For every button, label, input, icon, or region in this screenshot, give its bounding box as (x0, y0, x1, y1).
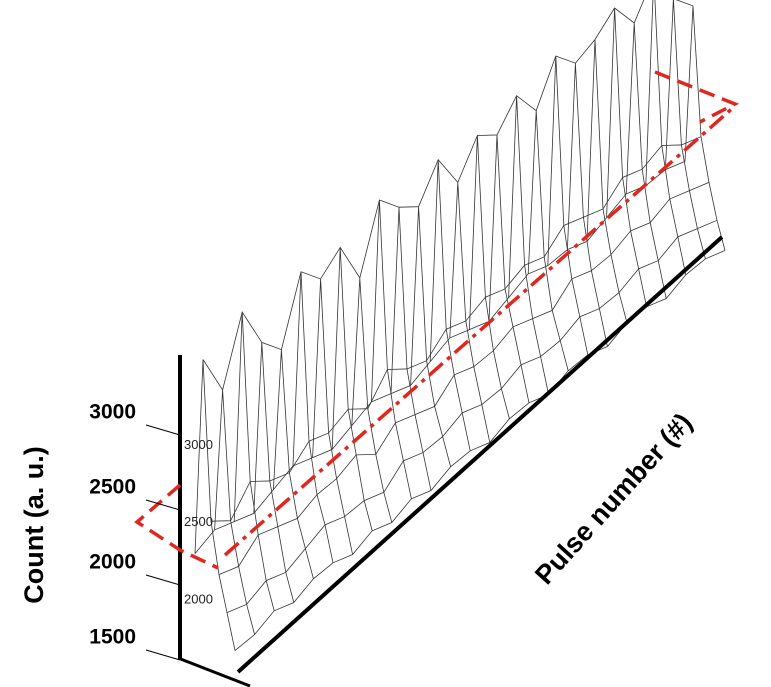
dash-dot-line (223, 104, 737, 557)
pulse-line (194, 160, 686, 554)
profile-line (488, 134, 530, 403)
profile-line (351, 277, 393, 523)
z-tick-label: 2000 (184, 591, 213, 606)
profile-line (449, 182, 491, 443)
profile-line (567, 63, 608, 347)
profile-line (233, 311, 275, 611)
profile-line (625, 22, 667, 299)
profile-line (429, 159, 471, 451)
profile-line (331, 247, 373, 531)
profile-line (214, 389, 255, 635)
pulse-line (202, 0, 694, 391)
depth-axis (177, 656, 251, 687)
pulse-line (210, 136, 702, 522)
profile-line (606, 7, 647, 307)
profile-line (665, 0, 706, 259)
profile-line (312, 278, 353, 555)
tick-leader (145, 424, 181, 436)
profile-line (194, 359, 236, 651)
profile-line (547, 55, 589, 355)
profile-line (684, 5, 726, 251)
tick-leader (145, 649, 181, 661)
dashed-wedge-right (654, 70, 740, 124)
profile-line (292, 271, 334, 563)
profile-line (390, 207, 432, 491)
surface (194, 0, 726, 651)
pulse-line (226, 219, 718, 613)
z-tick-label: 2500 (184, 514, 213, 529)
y-tick-label: 2000 (89, 551, 136, 574)
profile-line (371, 199, 412, 499)
profile-line (645, 0, 687, 275)
y-tick-label: 2500 (89, 476, 136, 499)
pulse-line (218, 181, 710, 576)
y-tick-label: 1500 (89, 626, 136, 649)
profile-line (586, 39, 628, 323)
pulse-axis (236, 235, 724, 674)
profile-line (527, 110, 569, 371)
x-axis-label: Pulse number (#) (529, 407, 698, 590)
profile-line (508, 95, 549, 395)
tick-leader (145, 574, 181, 586)
profile-line (253, 342, 295, 603)
tick-leader (145, 499, 181, 511)
y-tick-label: 3000 (89, 401, 136, 424)
y-axis-label: Count (a. u.) (19, 446, 49, 603)
z-tick-label: 3000 (184, 437, 213, 452)
profile-line (469, 135, 510, 419)
profile-line (410, 206, 451, 467)
profile-line (273, 349, 314, 579)
